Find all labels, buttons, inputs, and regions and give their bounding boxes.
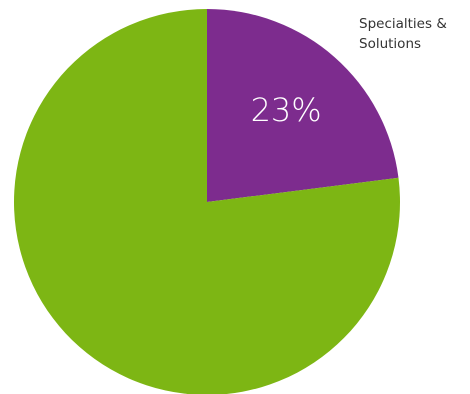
pie-slices: [14, 9, 400, 394]
series-label: Specialties & Solutions: [359, 16, 447, 52]
slice-value-label: 23%: [251, 91, 322, 129]
pie-slice: [207, 9, 399, 202]
pie-slice: [14, 9, 400, 394]
